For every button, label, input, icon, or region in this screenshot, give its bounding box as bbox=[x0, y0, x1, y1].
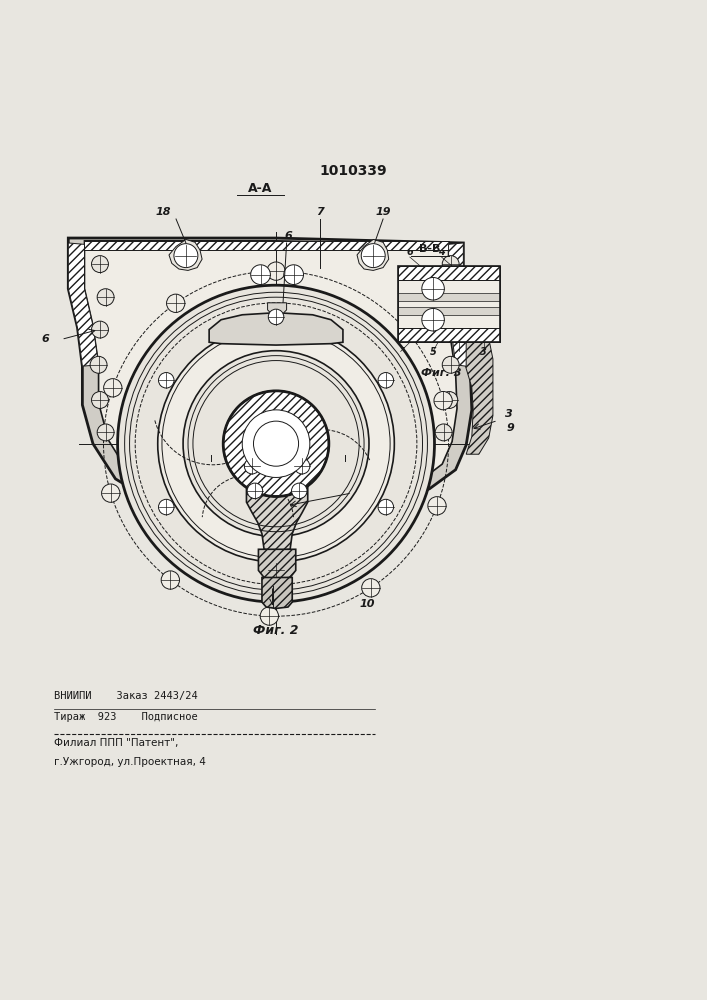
Polygon shape bbox=[85, 241, 457, 505]
Circle shape bbox=[362, 579, 380, 597]
Circle shape bbox=[158, 373, 174, 388]
Bar bbox=[85, 241, 448, 250]
Circle shape bbox=[443, 256, 459, 273]
Circle shape bbox=[174, 244, 198, 268]
Circle shape bbox=[183, 351, 369, 537]
Text: 6: 6 bbox=[407, 247, 413, 257]
Circle shape bbox=[97, 424, 114, 441]
Text: 8: 8 bbox=[356, 443, 363, 453]
Circle shape bbox=[223, 391, 329, 496]
Circle shape bbox=[268, 563, 284, 578]
Circle shape bbox=[361, 244, 385, 268]
Circle shape bbox=[158, 325, 395, 562]
Text: В-В: В-В bbox=[419, 244, 440, 254]
Text: Тираж  923    Подписное: Тираж 923 Подписное bbox=[54, 712, 198, 722]
Text: 6: 6 bbox=[41, 334, 49, 344]
Circle shape bbox=[102, 484, 120, 502]
Circle shape bbox=[91, 392, 108, 408]
Circle shape bbox=[422, 277, 444, 300]
Polygon shape bbox=[259, 549, 296, 579]
Text: Фиг. 3: Фиг. 3 bbox=[421, 368, 462, 378]
Circle shape bbox=[91, 321, 108, 338]
Text: 17: 17 bbox=[353, 486, 368, 496]
Polygon shape bbox=[69, 238, 472, 514]
Polygon shape bbox=[448, 243, 466, 366]
Circle shape bbox=[268, 309, 284, 325]
Circle shape bbox=[441, 392, 457, 408]
Circle shape bbox=[443, 321, 459, 338]
Circle shape bbox=[291, 483, 307, 499]
Polygon shape bbox=[267, 303, 286, 316]
Text: б: б bbox=[208, 443, 215, 453]
Circle shape bbox=[378, 373, 394, 388]
Text: Фиг. 2: Фиг. 2 bbox=[253, 624, 299, 637]
Text: 8: 8 bbox=[456, 347, 462, 357]
Text: 10: 10 bbox=[359, 599, 375, 609]
Polygon shape bbox=[262, 577, 292, 608]
Polygon shape bbox=[247, 475, 308, 551]
Circle shape bbox=[158, 499, 174, 515]
Circle shape bbox=[434, 391, 452, 410]
Circle shape bbox=[104, 379, 122, 397]
Text: г.Ужгород, ул.Проектная, 4: г.Ужгород, ул.Проектная, 4 bbox=[54, 757, 206, 767]
Circle shape bbox=[436, 424, 452, 441]
Circle shape bbox=[243, 410, 310, 477]
Circle shape bbox=[443, 356, 459, 373]
Circle shape bbox=[378, 499, 394, 515]
Bar bbox=[397, 307, 500, 315]
Circle shape bbox=[260, 607, 279, 625]
Text: ВНИИПИ    Заказ 2443/24: ВНИИПИ Заказ 2443/24 bbox=[54, 691, 198, 701]
Bar bbox=[397, 293, 500, 301]
Text: 3: 3 bbox=[505, 409, 513, 419]
Bar bbox=[397, 328, 500, 342]
Polygon shape bbox=[209, 313, 343, 345]
Bar bbox=[397, 266, 500, 342]
Circle shape bbox=[161, 571, 180, 589]
Text: 7: 7 bbox=[316, 207, 324, 217]
Circle shape bbox=[90, 356, 107, 373]
Circle shape bbox=[117, 285, 435, 602]
Bar bbox=[397, 266, 500, 280]
Circle shape bbox=[247, 483, 263, 499]
Circle shape bbox=[167, 294, 185, 312]
Polygon shape bbox=[240, 465, 315, 482]
Text: 5: 5 bbox=[430, 347, 436, 357]
Circle shape bbox=[91, 256, 108, 273]
Text: 19: 19 bbox=[375, 207, 391, 217]
Text: 3: 3 bbox=[480, 347, 487, 357]
Text: А-А: А-А bbox=[248, 182, 273, 195]
Polygon shape bbox=[463, 325, 493, 454]
Polygon shape bbox=[169, 239, 202, 270]
Circle shape bbox=[284, 265, 303, 285]
Text: 6: 6 bbox=[285, 231, 293, 241]
Text: Филиал ППП "Патент",: Филиал ППП "Патент", bbox=[54, 738, 179, 748]
Circle shape bbox=[267, 262, 285, 280]
Circle shape bbox=[422, 308, 444, 331]
Polygon shape bbox=[357, 239, 389, 270]
Circle shape bbox=[294, 458, 310, 474]
Circle shape bbox=[437, 289, 453, 306]
Circle shape bbox=[428, 497, 446, 515]
Text: 9: 9 bbox=[507, 423, 515, 433]
Text: 7: 7 bbox=[397, 347, 404, 357]
Polygon shape bbox=[69, 243, 98, 366]
Bar bbox=[397, 280, 500, 328]
Circle shape bbox=[251, 265, 270, 285]
Text: 18: 18 bbox=[156, 207, 171, 217]
Text: 1010339: 1010339 bbox=[320, 164, 387, 178]
Text: б: б bbox=[341, 443, 349, 453]
Text: 4: 4 bbox=[438, 247, 445, 257]
Circle shape bbox=[97, 289, 114, 306]
Circle shape bbox=[245, 458, 260, 474]
